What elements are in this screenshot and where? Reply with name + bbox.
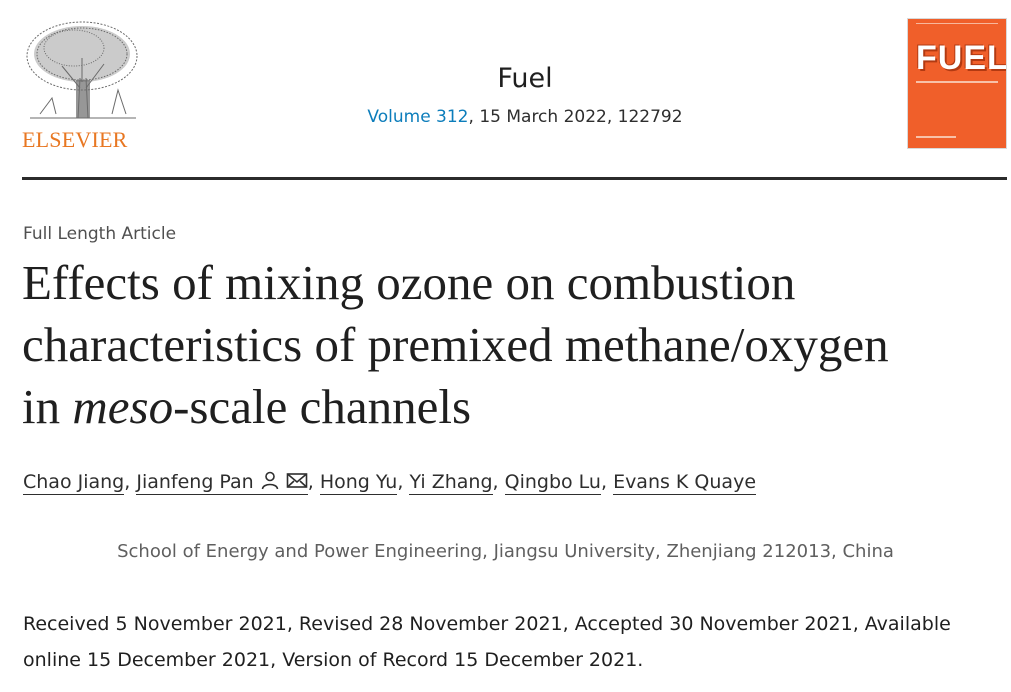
author-link[interactable]: Hong Yu [319,471,398,495]
person-icon [260,470,280,495]
title-line-3-pre: in [22,379,73,434]
author-link[interactable]: Chao Jiang [23,471,125,495]
author-link[interactable]: Yi Zhang [409,471,493,495]
volume-link[interactable]: Volume 312 [367,107,469,127]
author-link[interactable]: Qingbo Lu [504,471,601,495]
cover-subtitle-line [916,81,998,83]
journal-cover-image[interactable]: FUEL [907,18,1007,149]
author-separator: , [600,471,614,493]
journal-info: Fuel Volume 312, 15 March 2022, 122792 [300,62,750,128]
author-separator: , [307,471,320,493]
issue-details: , 15 March 2022, 122792 [468,107,683,127]
article-title: Effects of mixing ozone on combustion ch… [22,252,1007,438]
article-header: ELSEVIER Fuel Volume 312, 15 March 2022,… [0,0,1011,180]
cover-title: FUEL [916,39,1007,77]
journal-issue: Volume 312, 15 March 2022, 122792 [300,106,750,128]
cover-footer-line [916,136,956,138]
journal-title-link[interactable]: Fuel [497,63,553,94]
title-line-3-post: -scale channels [173,379,472,434]
publisher-name: ELSEVIER [22,127,128,152]
author-separator: , [124,471,137,493]
author-name: Jianfeng Pan [136,471,254,493]
email-icon [286,472,308,495]
article-type: Full Length Article [23,224,177,244]
author-affiliation: School of Energy and Power Engineering, … [117,541,894,562]
title-line-2: characteristics of premixed methane/oxyg… [22,317,889,372]
elsevier-tree-icon [26,21,138,119]
title-line-1: Effects of mixing ozone on combustion [22,255,796,310]
author-list: Chao Jiang, Jianfeng Pan, Hong Yu, Yi Zh… [23,470,757,495]
author-separator: , [492,471,505,493]
author-link-corresponding[interactable]: Jianfeng Pan [136,470,308,495]
article-history: Received 5 November 2021, Revised 28 Nov… [23,613,951,671]
header-divider [22,177,1007,180]
title-line-3-italic: meso [72,379,174,434]
cover-header-line [916,23,998,27]
author-link[interactable]: Evans K Quaye [613,471,757,495]
author-separator: , [397,471,410,493]
publisher-logo[interactable]: ELSEVIER [22,18,144,153]
